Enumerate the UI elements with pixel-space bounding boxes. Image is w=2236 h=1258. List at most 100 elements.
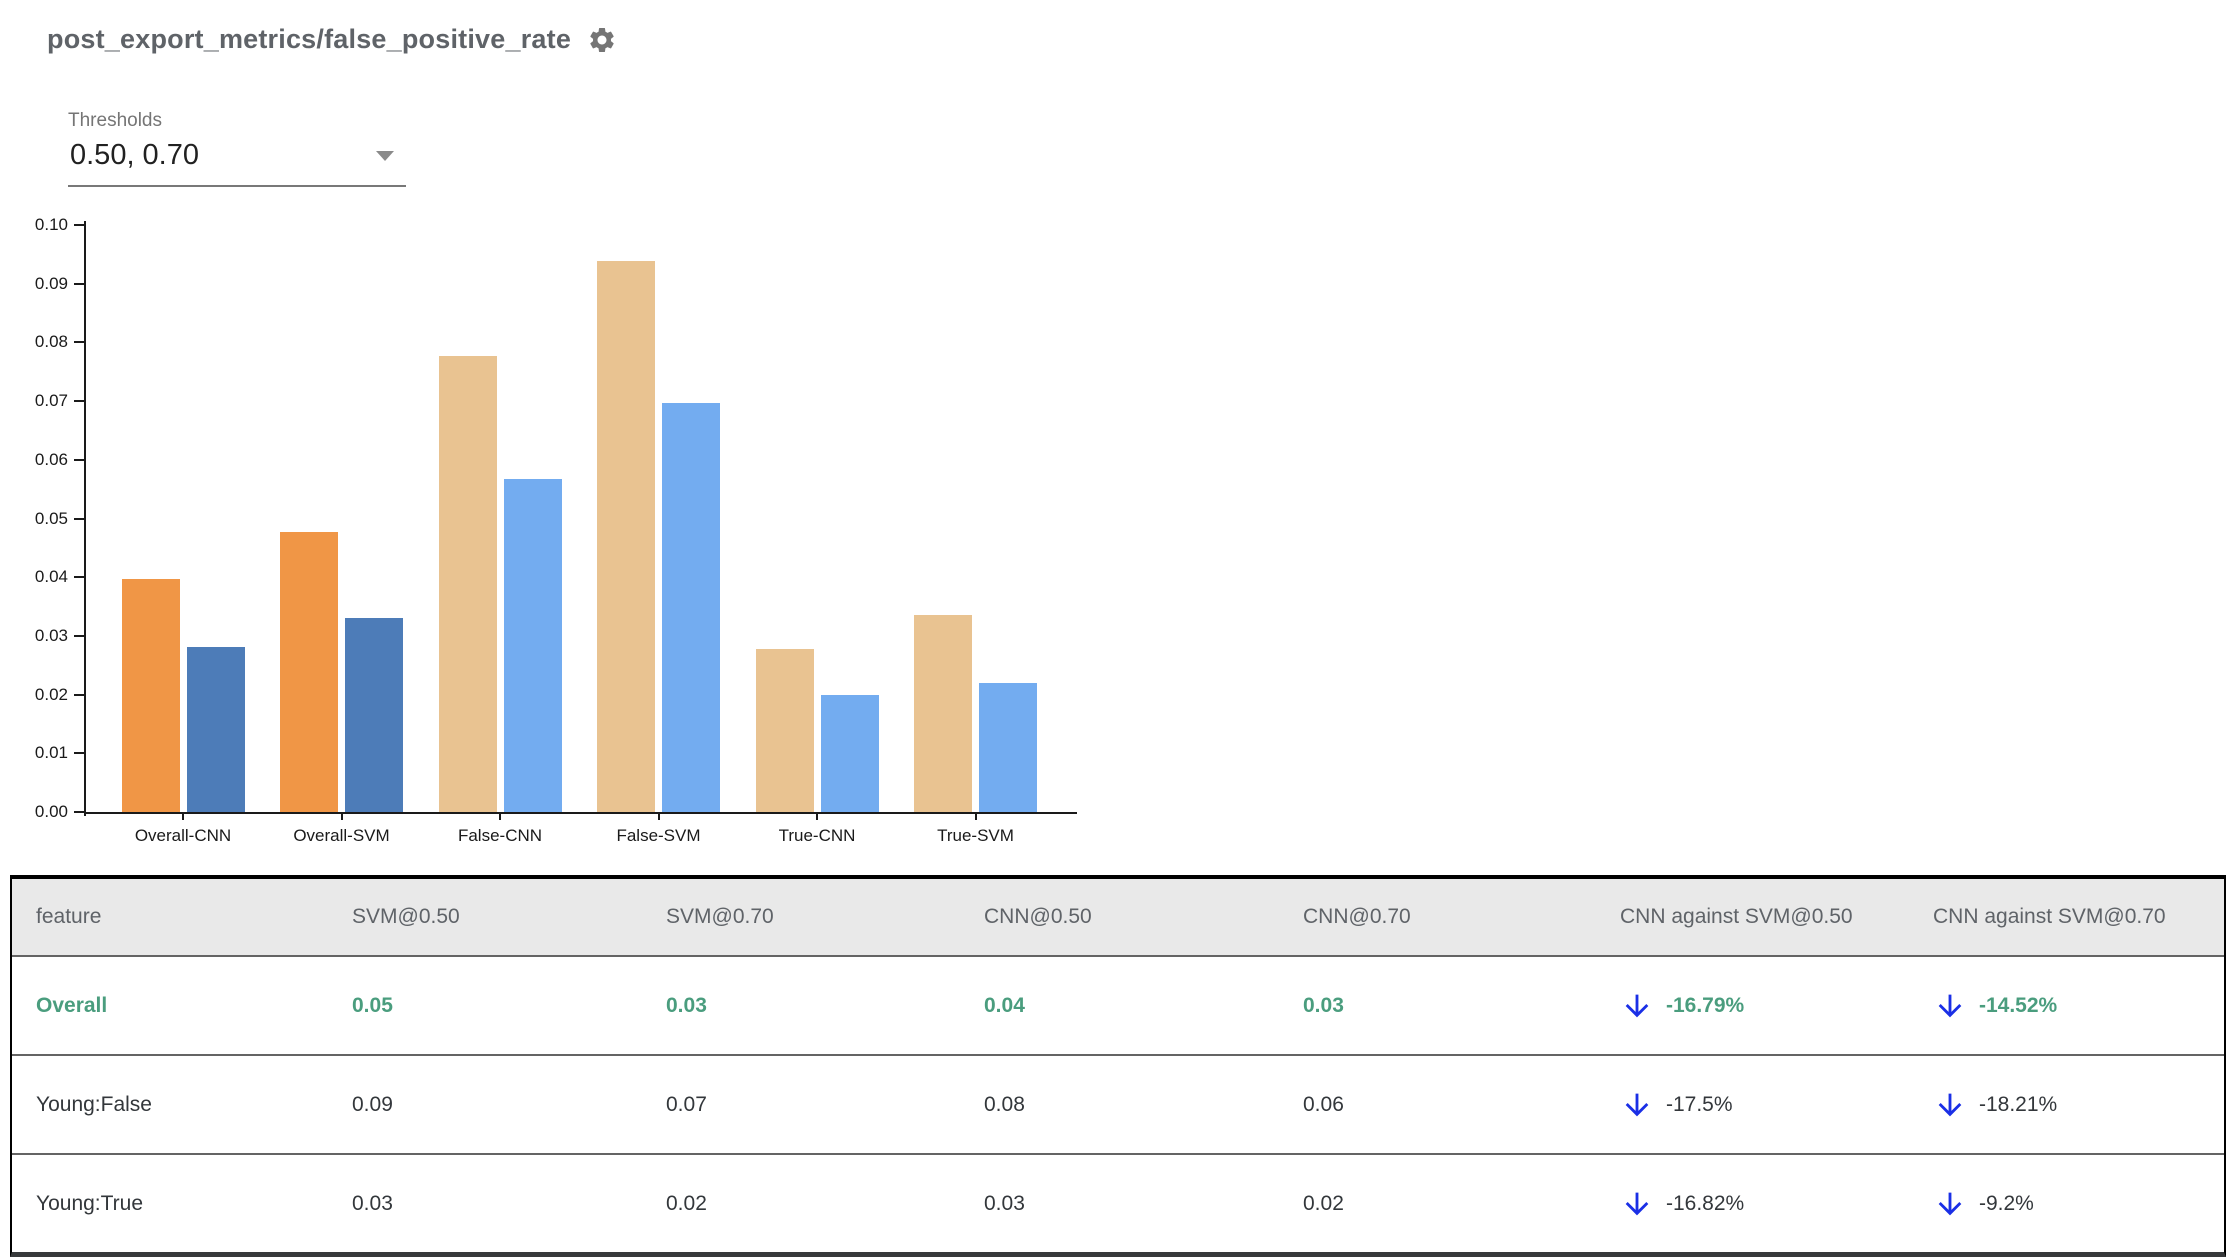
y-axis-tick: [74, 282, 84, 285]
y-axis-tick: [74, 517, 84, 520]
bar-False-SVM-threshold-0.50[interactable]: [597, 261, 655, 812]
y-axis-tick-label: 0.09: [34, 273, 68, 293]
y-axis-tick-label: 0.07: [34, 391, 68, 411]
value-cell: 0.03: [984, 1191, 1025, 1215]
y-axis-tick: [74, 752, 84, 755]
y-axis-tick-label: 0.00: [34, 802, 68, 821]
arrow-down-icon: [1625, 1192, 1649, 1215]
arrow-down-icon: [1625, 1093, 1649, 1116]
bar-False-CNN-threshold-0.70[interactable]: [503, 478, 562, 812]
value-cell: 0.03: [666, 993, 707, 1017]
y-axis-tick-label: 0.06: [34, 449, 68, 469]
bar-Overall-SVM-threshold-0.70[interactable]: [345, 617, 403, 812]
column-header: feature: [36, 905, 102, 928]
thresholds-label: Thresholds: [68, 110, 162, 131]
y-axis-tick: [74, 811, 84, 813]
settings-gear-icon[interactable]: [587, 25, 617, 55]
metric-title: post_export_metrics/false_positive_rate: [47, 24, 572, 54]
x-axis-category-label: Overall-SVM: [293, 826, 390, 845]
bar-True-SVM-threshold-0.70[interactable]: [979, 683, 1037, 812]
delta-value: -18.21%: [1979, 1092, 2058, 1116]
x-axis-tick: [182, 812, 184, 820]
arrow-down-icon: [1938, 994, 1962, 1017]
delta-value: -9.2%: [1979, 1191, 2034, 1215]
column-header: CNN@0.70: [1303, 905, 1411, 928]
value-cell: 0.07: [666, 1092, 707, 1116]
delta-cell: -18.21%: [1909, 1088, 2224, 1122]
x-axis-category-label: True-SVM: [937, 826, 1014, 845]
arrow-down-icon: [1625, 994, 1649, 1017]
x-axis-tick: [816, 812, 818, 820]
x-axis-category-label: True-CNN: [778, 826, 856, 845]
y-axis-tick: [74, 693, 84, 696]
y-axis-tick-label: 0.03: [34, 625, 68, 645]
column-header: CNN against SVM@0.70: [1933, 905, 2166, 928]
delta-value: -16.79%: [1666, 993, 1745, 1017]
value-cell: 0.02: [666, 1191, 707, 1215]
column-header: CNN against SVM@0.50: [1620, 905, 1853, 928]
value-cell: 0.02: [1303, 1191, 1344, 1215]
delta-value: -16.82%: [1666, 1191, 1745, 1215]
bar-False-CNN-threshold-0.50[interactable]: [438, 356, 497, 812]
bar-True-SVM-threshold-0.50[interactable]: [914, 614, 972, 812]
feature-cell: Young:False: [36, 1092, 152, 1116]
column-header: CNN@0.50: [984, 905, 1092, 928]
x-axis-category-label: False-CNN: [457, 826, 543, 845]
y-axis-line: [84, 221, 86, 816]
delta-value: -17.5%: [1666, 1092, 1733, 1116]
arrow-down-icon: [1938, 1093, 1962, 1116]
value-cell: 0.06: [1303, 1092, 1344, 1116]
x-axis-tick: [974, 812, 977, 820]
x-axis-tick: [340, 812, 343, 820]
y-axis-tick: [74, 341, 84, 344]
y-axis-tick-label: 0.05: [34, 508, 68, 528]
table-row: Overall 0.05 0.03 0.04 0.03 -16.79% -14.52%: [12, 955, 2224, 1054]
value-cell: 0.09: [352, 1092, 393, 1116]
y-axis-tick: [74, 576, 84, 579]
y-axis-tick-label: 0.08: [34, 332, 68, 352]
y-axis-tick: [74, 634, 84, 637]
value-cell: 0.05: [352, 993, 393, 1017]
delta-cell: -17.5%: [1596, 1088, 1909, 1122]
x-axis-line: [84, 812, 1077, 814]
y-axis-tick: [74, 400, 84, 403]
table-header-row: feature SVM@0.50 SVM@0.70 CNN@0.50 CNN@0.70 C…: [12, 879, 2224, 955]
x-axis-category-label: False-SVM: [616, 826, 701, 845]
thresholds-value: 0.50, 0.70: [70, 139, 199, 171]
y-axis-tick: [74, 458, 84, 461]
x-axis-tick: [657, 812, 660, 820]
value-cell: 0.03: [352, 1191, 393, 1215]
arrow-down-icon: [1938, 1192, 1962, 1215]
value-cell: 0.04: [984, 993, 1025, 1017]
y-axis-tick-label: 0.01: [34, 743, 68, 763]
chevron-down-icon: [376, 150, 394, 161]
bar-Overall-SVM-threshold-0.50[interactable]: [280, 532, 338, 812]
metrics-table: feature SVM@0.50 SVM@0.70 CNN@0.50 CNN@0.70 C…: [10, 875, 2226, 1257]
delta-cell: -14.52%: [1909, 989, 2224, 1023]
delta-cell: -16.82%: [1596, 1187, 1909, 1221]
bar-False-SVM-threshold-0.70[interactable]: [662, 403, 720, 812]
table-row: Young:False 0.09 0.07 0.08 0.06 -17.5% -18.21%: [12, 1054, 2224, 1153]
thresholds-dropdown[interactable]: Thresholds 0.50, 0.70: [68, 110, 406, 187]
bar-Overall-CNN-threshold-0.50[interactable]: [121, 578, 180, 812]
column-header: SVM@0.70: [666, 905, 774, 928]
feature-cell: Young:True: [36, 1191, 144, 1215]
bar-True-CNN-threshold-0.70[interactable]: [820, 695, 879, 812]
y-axis-tick-label: 0.02: [34, 684, 68, 704]
bar-Overall-CNN-threshold-0.70[interactable]: [186, 647, 245, 812]
delta-cell: -16.79%: [1596, 989, 1909, 1023]
value-cell: 0.03: [1303, 993, 1344, 1017]
y-axis-tick-label: 0.10: [34, 215, 68, 234]
delta-cell: -9.2%: [1909, 1187, 2224, 1221]
y-axis-tick-label: 0.04: [34, 567, 68, 587]
value-cell: 0.08: [984, 1092, 1025, 1116]
feature-cell: Overall: [36, 993, 108, 1017]
column-header: SVM@0.50: [352, 905, 460, 928]
table-row: Young:True 0.03 0.02 0.03 0.02 -16.82% -9.2%: [12, 1153, 2224, 1252]
bar-True-CNN-threshold-0.50[interactable]: [755, 648, 814, 812]
y-axis-tick: [74, 224, 84, 226]
x-axis-tick: [499, 812, 501, 820]
x-axis-category-label: Overall-CNN: [134, 826, 232, 845]
delta-value: -14.52%: [1979, 993, 2058, 1017]
